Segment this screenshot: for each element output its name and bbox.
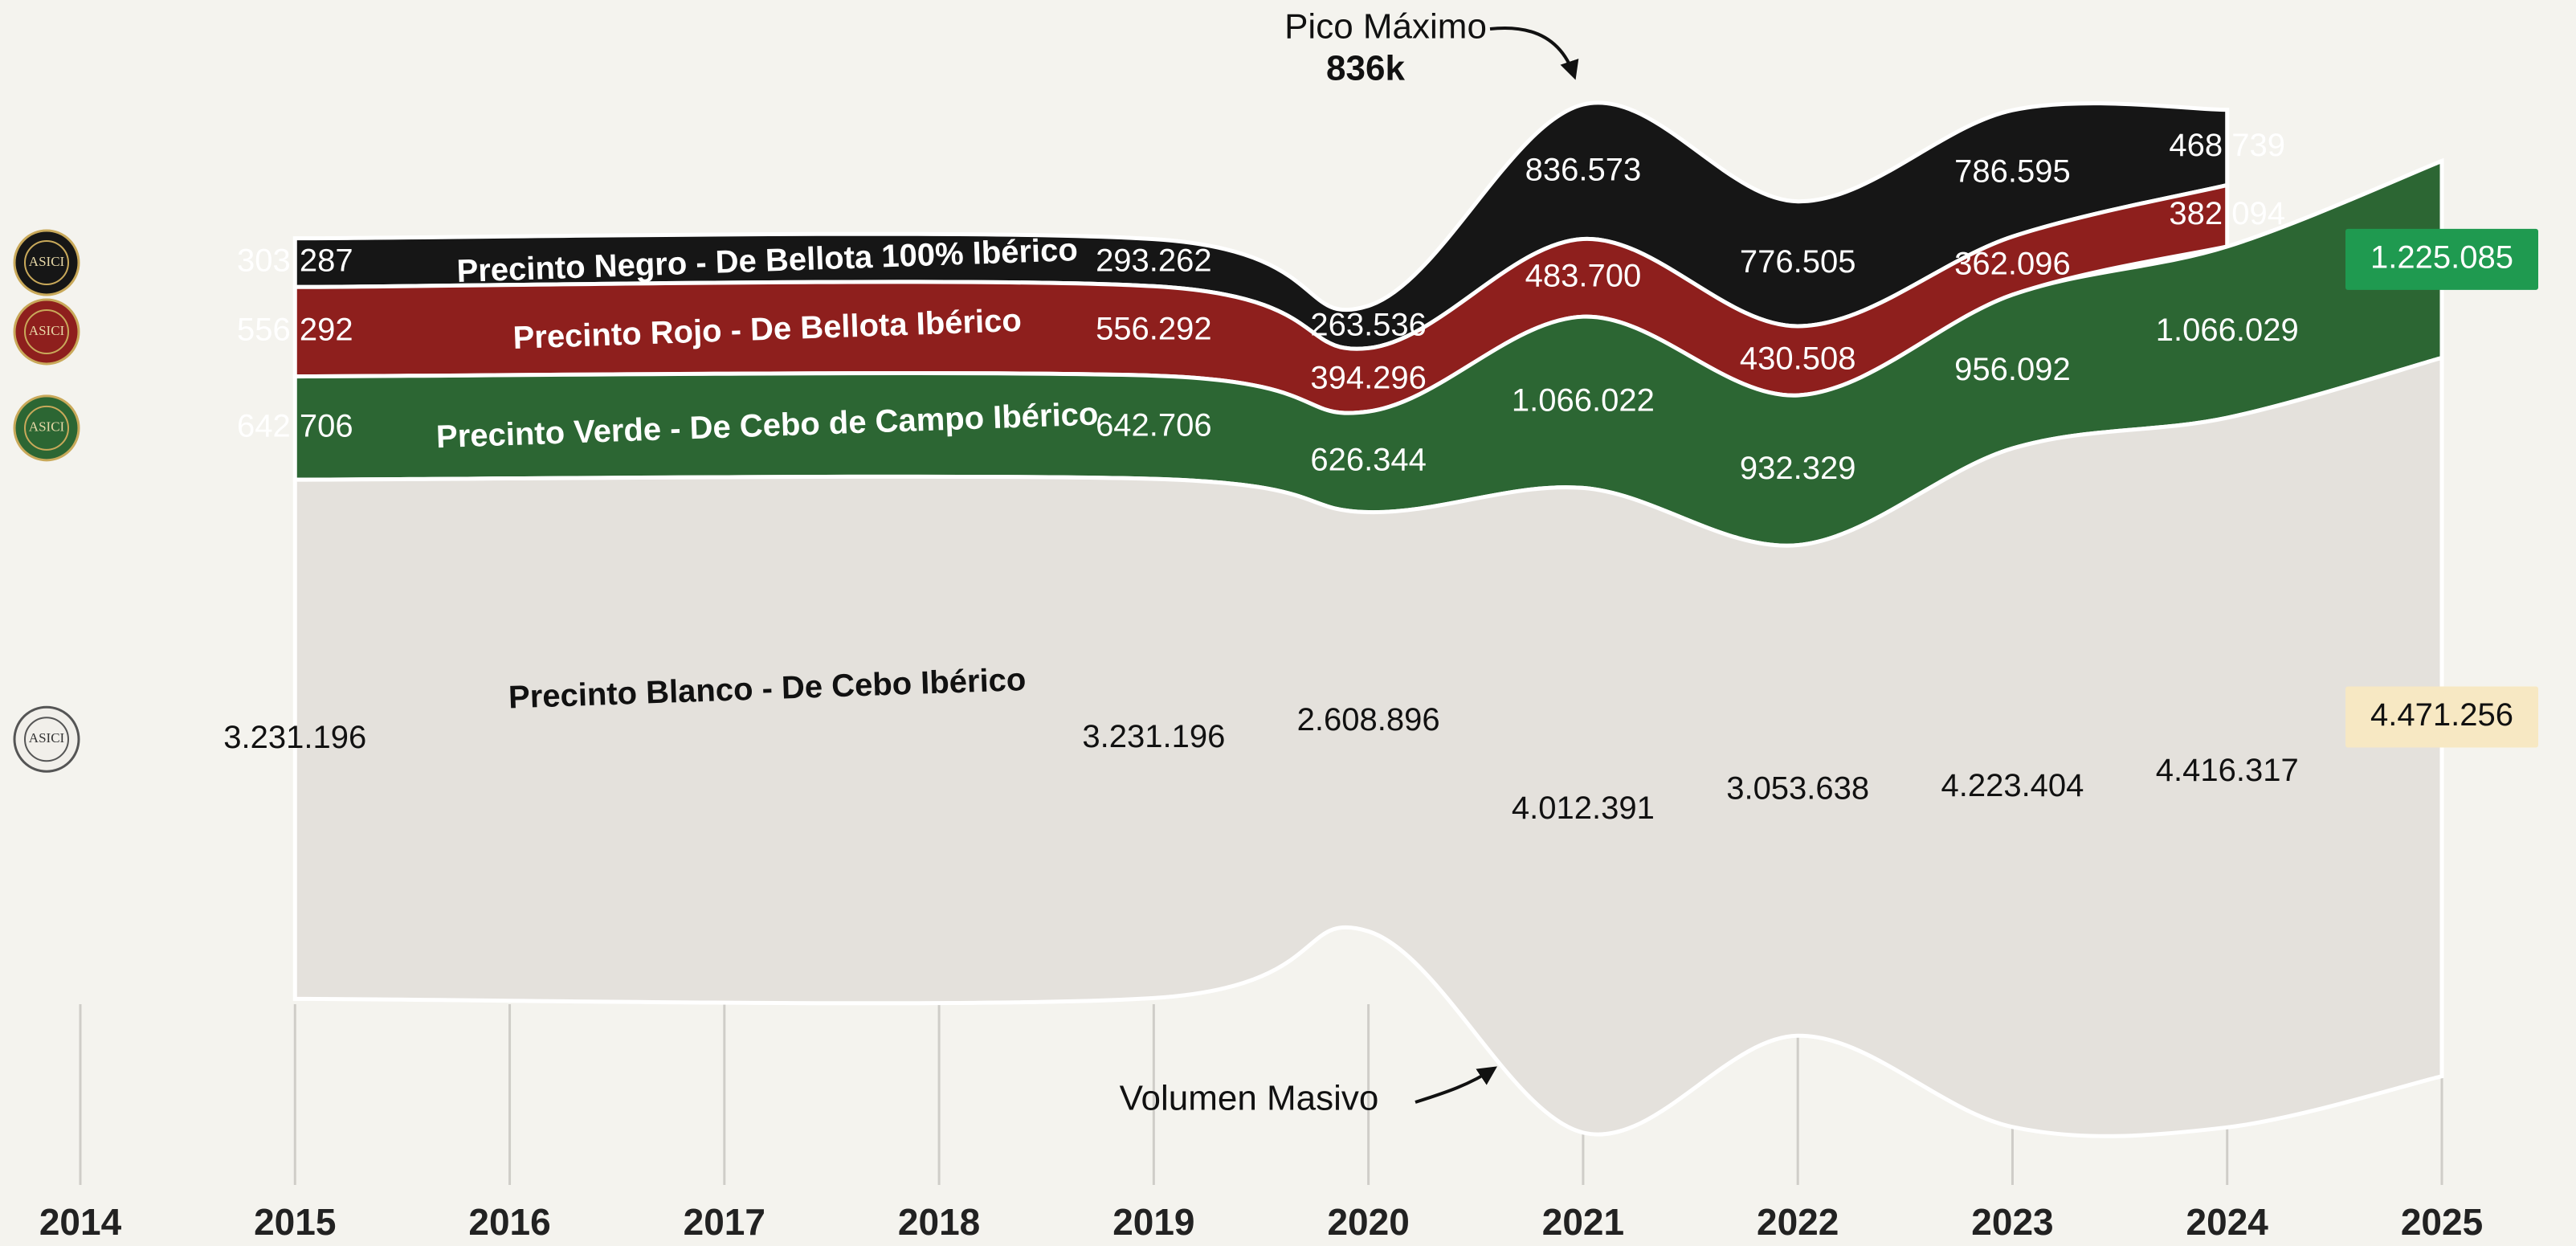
value-label: 626.344 bbox=[1310, 442, 1427, 477]
value-label: 382.094 bbox=[2169, 196, 2285, 231]
chart: 2014 2015 2016 2017 2018 2019 2020 2021 2022 2023… bbox=[0, 0, 2576, 1246]
value-label: 1.066.029 bbox=[2156, 313, 2299, 348]
value-label: 4.416.317 bbox=[2156, 753, 2299, 788]
logo-text: ASICI bbox=[29, 419, 65, 435]
logo-text: ASICI bbox=[29, 730, 65, 746]
value-label: 3.231.196 bbox=[223, 720, 366, 755]
annotation: Volumen Masivo bbox=[1120, 1079, 1379, 1118]
x-tick-label: 2022 bbox=[1757, 1201, 1839, 1243]
x-tick-label: 2016 bbox=[468, 1201, 550, 1243]
value-label: 956.092 bbox=[1954, 352, 2071, 387]
x-tick-label: 2015 bbox=[254, 1201, 336, 1243]
value-label: 3.053.638 bbox=[1726, 770, 1869, 806]
value-label: 836.573 bbox=[1525, 152, 1642, 187]
value-label: 468.739 bbox=[2169, 128, 2285, 163]
value-label: 2.608.896 bbox=[1297, 702, 1440, 737]
annotation-value: 836k bbox=[1326, 49, 1405, 88]
x-tick-label: 2020 bbox=[1327, 1201, 1409, 1243]
x-tick-label: 2019 bbox=[1112, 1201, 1194, 1243]
x-tick-label: 2025 bbox=[2401, 1201, 2483, 1243]
value-label: 263.536 bbox=[1310, 308, 1427, 343]
value-label: 4.012.391 bbox=[1512, 790, 1655, 826]
x-tick-label: 2021 bbox=[1542, 1201, 1624, 1243]
value-label: 293.262 bbox=[1096, 243, 1212, 279]
x-tick-label: 2018 bbox=[898, 1201, 980, 1243]
value-label: 1.066.022 bbox=[1512, 382, 1655, 418]
x-tick-label: 2023 bbox=[1971, 1201, 2053, 1243]
logo-text: ASICI bbox=[29, 323, 65, 338]
value-label: 394.296 bbox=[1310, 360, 1427, 395]
value-label: 932.329 bbox=[1740, 451, 1856, 486]
value-label: 556.292 bbox=[237, 313, 353, 348]
value-label: 4.223.404 bbox=[1941, 768, 2084, 803]
x-tick-label: 2024 bbox=[2186, 1201, 2269, 1243]
value-label: 3.231.196 bbox=[1082, 719, 1225, 754]
value-label: 362.096 bbox=[1954, 246, 2071, 281]
value-label: 556.292 bbox=[1096, 311, 1212, 346]
value-label: 4.471.256 bbox=[2370, 697, 2513, 733]
annotation: Pico Máximo bbox=[1284, 7, 1487, 47]
logo-text: ASICI bbox=[29, 254, 65, 269]
x-tick-label: 2017 bbox=[684, 1201, 765, 1243]
value-label: 303.287 bbox=[237, 243, 353, 279]
value-label: 1.225.085 bbox=[2370, 239, 2513, 275]
value-label: 483.700 bbox=[1525, 258, 1642, 293]
value-label: 430.508 bbox=[1740, 341, 1856, 377]
value-label: 642.706 bbox=[237, 408, 353, 443]
value-label: 642.706 bbox=[1096, 407, 1212, 443]
x-tick-label: 2014 bbox=[39, 1201, 122, 1243]
value-label: 776.505 bbox=[1740, 244, 1856, 280]
value-label: 786.595 bbox=[1954, 153, 2071, 189]
